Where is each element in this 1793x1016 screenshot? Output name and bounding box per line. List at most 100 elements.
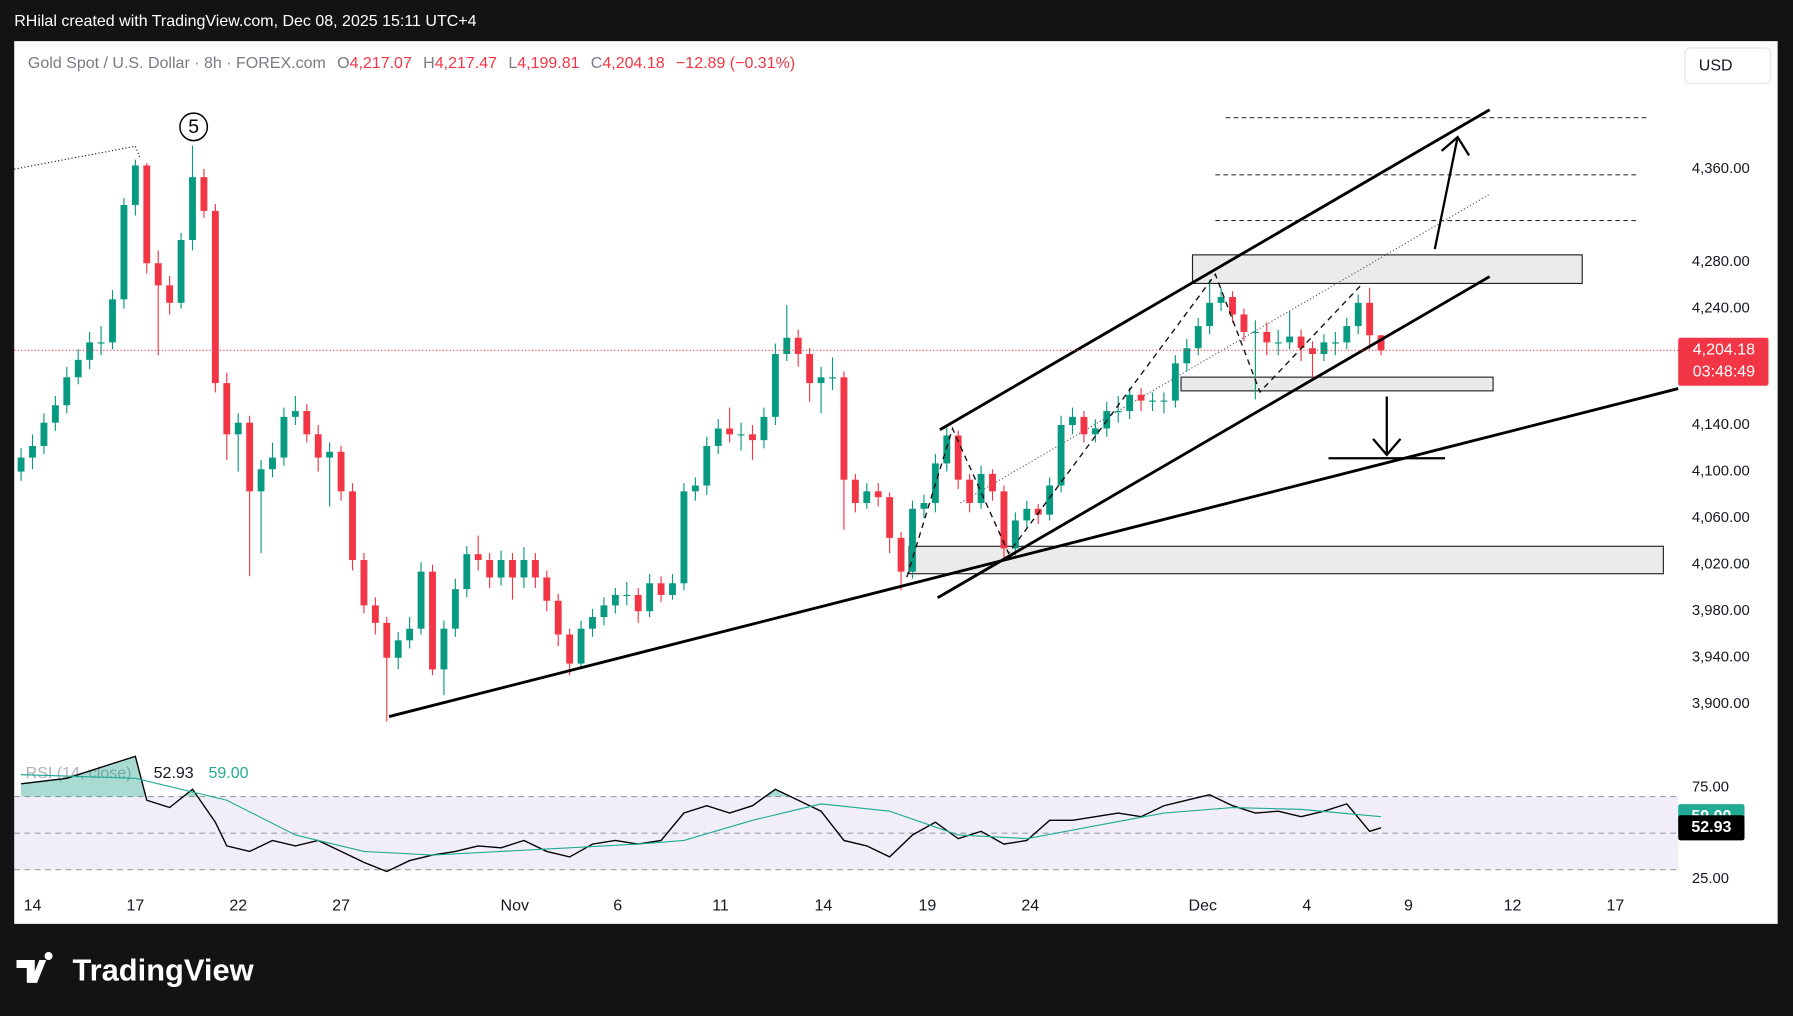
candle-body	[1206, 302, 1214, 327]
brand-logo	[16, 952, 53, 983]
rsi-last: 52.93	[1691, 819, 1731, 836]
candle-body	[486, 560, 494, 578]
candle-body	[1377, 335, 1385, 351]
candle-body	[874, 491, 882, 498]
candle-body	[257, 469, 265, 492]
candle-body	[223, 383, 231, 435]
currency[interactable]: USD	[1699, 58, 1733, 75]
rsi-legend-value: 52.93	[154, 765, 194, 782]
candle-body	[120, 205, 128, 300]
y-tick-label: 3,980.00	[1692, 603, 1750, 619]
x-tick-label: Nov	[501, 898, 529, 915]
y-tick-label: 4,360.00	[1692, 161, 1750, 177]
candle-body	[566, 634, 574, 664]
candle-body	[1000, 491, 1008, 549]
candle-body	[1160, 400, 1168, 402]
candle-body	[1297, 336, 1305, 349]
candle-body	[200, 177, 208, 211]
candle-body	[234, 422, 242, 435]
candle-body	[394, 640, 402, 658]
candle-body	[1069, 416, 1076, 426]
candle-body	[531, 560, 539, 578]
trendline	[388, 387, 1679, 718]
channel-lower	[936, 275, 1491, 599]
last-price: 4,204.18	[1693, 342, 1755, 359]
candle-body	[577, 628, 585, 664]
candle-body	[611, 594, 619, 606]
candle-body	[1137, 394, 1145, 401]
zone-box	[908, 545, 1664, 575]
candle-body	[497, 560, 505, 578]
currency-button[interactable]	[1684, 47, 1772, 84]
zigzag	[906, 272, 1361, 578]
c-label: C	[591, 55, 603, 72]
x-tick-label: 11	[712, 898, 729, 915]
candle-body	[1011, 520, 1019, 549]
candle-body	[417, 571, 425, 629]
candle-body	[29, 445, 36, 458]
candle-body	[760, 416, 768, 441]
candle-body	[669, 583, 676, 595]
candle-body	[1229, 296, 1236, 315]
candle-body	[314, 434, 322, 458]
candle-body	[1286, 336, 1294, 343]
candle-body	[463, 554, 471, 590]
rsi-tick-label: 25.00	[1692, 871, 1729, 887]
rsi-badge	[1678, 815, 1745, 841]
x-tick-label: 24	[1021, 898, 1039, 915]
candle-body	[349, 491, 356, 561]
top-caption: RHilal created with TradingView.com, Dec…	[14, 13, 476, 30]
y-tick-label: 3,900.00	[1692, 696, 1750, 712]
candle-body	[1080, 416, 1088, 435]
candle-body	[177, 239, 185, 303]
candle-body	[74, 359, 82, 378]
y-tick-label: 3,940.00	[1692, 650, 1750, 666]
h-value: 4,217.47	[435, 55, 497, 72]
candle-body	[840, 377, 848, 480]
change: −12.89 (−0.31%)	[676, 55, 795, 72]
wave-label: 5	[188, 116, 199, 138]
x-tick-label: 9	[1404, 898, 1413, 915]
x-tick-label: 6	[613, 898, 622, 915]
candle-body	[1331, 342, 1339, 344]
candle-body	[246, 422, 254, 492]
candle-body	[966, 479, 974, 503]
candle-body	[326, 451, 334, 458]
candle-body	[1366, 302, 1374, 336]
y-tick-label: 4,240.00	[1692, 301, 1750, 317]
countdown: 03:48:49	[1693, 363, 1755, 380]
candle-body	[1046, 485, 1054, 515]
candle-body	[989, 473, 996, 492]
candle-body	[623, 594, 631, 597]
candle-body	[40, 422, 48, 446]
y-tick-label: 4,140.00	[1692, 417, 1750, 433]
l-label: L	[508, 55, 517, 72]
channel-upper	[939, 108, 1491, 431]
candle-body	[646, 583, 654, 612]
candle-body	[909, 508, 916, 572]
candle-body	[1343, 326, 1351, 343]
rsi-ma-legend-value: 59.00	[209, 765, 249, 782]
candle-body	[154, 263, 162, 286]
overlays	[179, 108, 1679, 718]
candle-body	[1240, 314, 1248, 332]
x-tick-label: Dec	[1189, 898, 1217, 915]
candle-body	[1034, 508, 1042, 515]
candle-body	[360, 560, 368, 606]
h-label: H	[423, 55, 435, 72]
candle-body	[280, 416, 288, 458]
candle-body	[920, 502, 928, 509]
candle-body	[1320, 342, 1328, 355]
candle-body	[1309, 348, 1316, 355]
candle-body	[1023, 508, 1031, 521]
candle-body	[1194, 326, 1202, 349]
candle-body	[1183, 348, 1191, 364]
candle-body	[520, 560, 528, 578]
candle-body	[680, 491, 688, 584]
candle-body	[474, 554, 482, 561]
candle-body	[509, 560, 516, 578]
candle-body	[600, 605, 608, 618]
candle-body	[1251, 331, 1259, 334]
candle-body	[954, 435, 962, 480]
